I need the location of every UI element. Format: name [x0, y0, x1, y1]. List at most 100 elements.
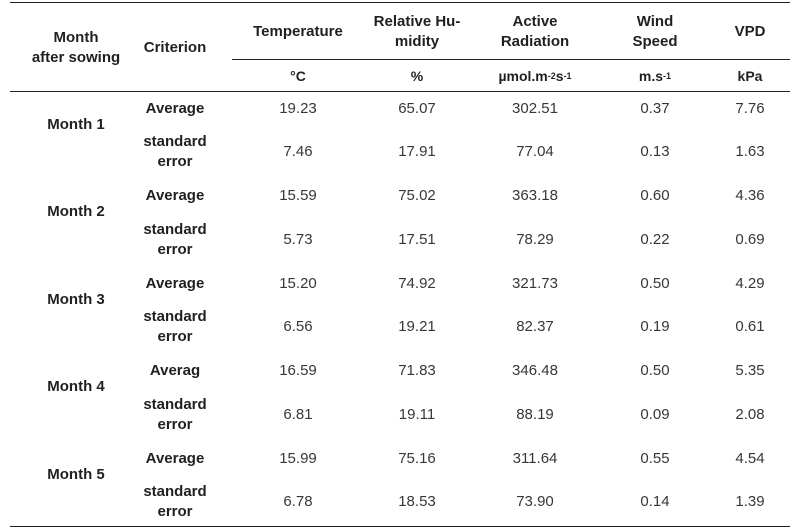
unit-wind-base: m.s	[638, 68, 664, 84]
criterion-standard-error: standard error	[142, 132, 208, 172]
header-wind-speed: Wind Speed	[620, 12, 690, 52]
error-temperature-value: 6.78	[283, 493, 313, 510]
unit-humidity: %	[410, 68, 424, 84]
average-vpd-value: 4.29	[735, 275, 765, 292]
error-radiation-value: 88.19	[516, 406, 554, 423]
error-vpd-value: 2.08	[735, 406, 765, 423]
header-month-line-1: Month	[53, 29, 99, 46]
table-top-rule	[10, 2, 790, 3]
error-humidity-value: 17.51	[398, 231, 436, 248]
criterion-error-line: error	[157, 153, 193, 170]
average-radiation-value: 363.18	[512, 187, 558, 204]
header-temperature: Temperature	[253, 23, 343, 40]
error-vpd-value: 0.69	[735, 231, 765, 248]
month-label: Month 1	[47, 115, 105, 133]
average-temperature-value: 15.99	[279, 450, 317, 467]
error-humidity-value: 19.11	[398, 406, 436, 423]
criterion-error-line: standard	[143, 133, 207, 150]
criterion-average: Averag	[149, 362, 201, 379]
criterion-error-line: standard	[143, 221, 207, 238]
criterion-error-line: error	[157, 241, 193, 258]
average-humidity-value: 74.92	[398, 275, 436, 292]
average-wind-speed-value: 0.60	[640, 187, 670, 204]
criterion-average: Average	[145, 275, 205, 292]
header-bottom-rule	[10, 91, 790, 92]
criterion-standard-error: standard error	[142, 395, 208, 435]
criterion-average: Average	[145, 187, 205, 204]
error-wind-speed-value: 0.14	[640, 493, 670, 510]
error-humidity-value: 18.53	[398, 493, 436, 510]
average-wind-speed-value: 0.50	[640, 275, 670, 292]
month-label: Month 2	[47, 203, 105, 220]
average-humidity-value: 71.83	[398, 362, 436, 379]
criterion-error-line: standard	[143, 308, 207, 325]
header-wind-line-1: Wind	[636, 13, 674, 30]
average-radiation-value: 321.73	[512, 275, 558, 292]
error-wind-speed-value: 0.19	[640, 318, 670, 335]
average-wind-speed-value: 0.37	[640, 100, 670, 117]
error-wind-speed-value: 0.13	[640, 143, 670, 160]
average-humidity-value: 75.02	[398, 187, 436, 204]
month-label: Month 4	[47, 378, 105, 395]
header-month: Month after sowing	[10, 28, 142, 68]
month-label: Month 3	[47, 290, 105, 308]
average-temperature-value: 19.23	[279, 100, 317, 117]
header-humidity: Relative Hu- midity	[362, 12, 472, 52]
error-vpd-value: 1.63	[735, 143, 765, 160]
average-radiation-value: 346.48	[512, 362, 558, 379]
average-radiation-value: 311.64	[512, 450, 558, 467]
average-temperature-value: 15.20	[279, 275, 317, 292]
error-humidity-value: 17.91	[398, 143, 436, 160]
error-radiation-value: 82.37	[516, 318, 554, 335]
error-temperature-value: 5.73	[283, 231, 313, 248]
average-temperature-value: 16.59	[279, 362, 317, 379]
average-wind-speed-value: 0.50	[640, 362, 670, 379]
criterion-error-line: error	[157, 503, 193, 520]
error-radiation-value: 73.90	[516, 493, 554, 510]
unit-radiation: µmol.m -2 s -1	[498, 68, 572, 84]
month-label: Month 5	[47, 465, 105, 483]
criterion-standard-error: standard error	[142, 220, 208, 260]
error-temperature-value: 6.56	[283, 318, 313, 335]
criterion-average: Average	[145, 450, 205, 467]
unit-radiation-mid: s	[555, 68, 564, 84]
criterion-standard-error: standard error	[142, 482, 208, 522]
criterion-error-line: standard	[143, 483, 207, 500]
header-humidity-line-2: midity	[394, 33, 440, 50]
average-radiation-value: 302.51	[512, 100, 558, 117]
error-vpd-value: 1.39	[735, 493, 765, 510]
header-unit-rule	[232, 59, 790, 60]
error-vpd-value: 0.61	[735, 318, 765, 335]
criterion-error-line: error	[157, 328, 193, 345]
error-radiation-value: 77.04	[516, 143, 554, 160]
header-criterion: Criterion	[143, 39, 207, 56]
unit-vpd: kPa	[737, 68, 763, 84]
unit-radiation-base: µmol.m	[498, 68, 548, 84]
error-temperature-value: 6.81	[283, 406, 313, 423]
unit-wind-speed: m.s -1	[638, 68, 672, 84]
error-temperature-value: 7.46	[283, 143, 313, 160]
header-radiation: Active Radiation	[480, 12, 590, 52]
header-month-line-2: after sowing	[31, 49, 121, 66]
average-vpd-value: 5.35	[735, 362, 765, 379]
header-radiation-line-1: Active	[512, 13, 558, 30]
table-bottom-rule	[10, 526, 790, 527]
error-wind-speed-value: 0.09	[640, 406, 670, 423]
average-vpd-value: 4.54	[735, 450, 765, 467]
average-vpd-value: 7.76	[735, 100, 765, 117]
criterion-error-line: standard	[143, 396, 207, 413]
header-wind-line-2: Speed	[632, 33, 678, 50]
average-humidity-value: 65.07	[398, 100, 436, 117]
header-radiation-line-2: Radiation	[500, 33, 570, 50]
average-vpd-value: 4.36	[735, 187, 765, 204]
average-humidity-value: 75.16	[398, 450, 436, 467]
error-wind-speed-value: 0.22	[640, 231, 670, 248]
criterion-average: Average	[145, 100, 205, 117]
criterion-error-line: error	[157, 416, 193, 433]
average-wind-speed-value: 0.55	[640, 450, 670, 467]
error-radiation-value: 78.29	[516, 231, 554, 248]
header-vpd: VPD	[734, 23, 766, 40]
header-humidity-line-1: Relative Hu-	[373, 13, 461, 30]
error-humidity-value: 19.21	[398, 318, 436, 335]
unit-temperature: °C	[290, 68, 306, 84]
